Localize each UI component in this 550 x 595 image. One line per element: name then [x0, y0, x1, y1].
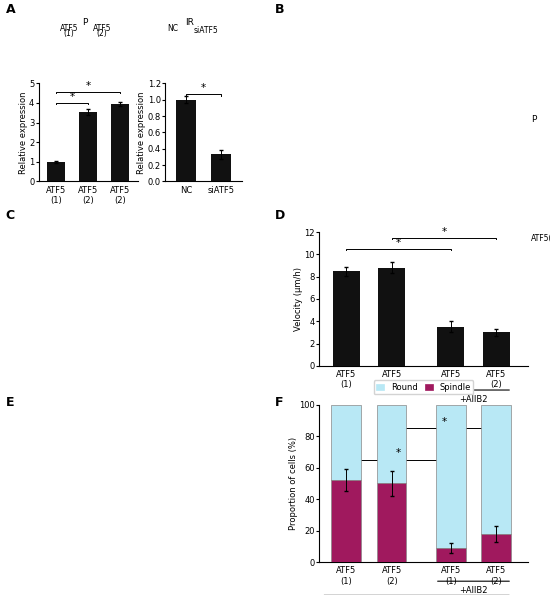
Text: P: P [531, 114, 536, 124]
Text: ATF5: ATF5 [59, 24, 78, 33]
Text: C: C [6, 209, 15, 223]
Text: *: * [396, 448, 401, 458]
Bar [482, 333, 510, 366]
Bar [79, 112, 97, 181]
Text: E: E [6, 396, 14, 409]
Bar [332, 405, 361, 480]
Bar [377, 483, 406, 562]
Y-axis label: Relative expression: Relative expression [137, 91, 146, 174]
Bar [436, 405, 465, 548]
Text: *: * [85, 81, 91, 91]
Bar [481, 534, 511, 562]
Bar [378, 268, 405, 366]
Text: +AllB2: +AllB2 [459, 395, 488, 405]
Text: *: * [442, 416, 447, 427]
Bar [177, 99, 196, 181]
Text: (1): (1) [63, 29, 74, 37]
Bar [332, 480, 361, 562]
Bar [436, 548, 465, 562]
Text: P: P [82, 18, 88, 27]
Text: IR: IR [185, 18, 194, 27]
Bar [437, 327, 464, 366]
Text: ATF5(1): ATF5(1) [531, 233, 550, 243]
Text: (2): (2) [96, 29, 107, 37]
Text: *: * [396, 237, 401, 248]
Bar [211, 155, 230, 181]
Text: *: * [442, 227, 447, 237]
Bar [47, 162, 65, 181]
Y-axis label: Velocity (μm/h): Velocity (μm/h) [294, 267, 303, 331]
Y-axis label: Proportion of cells (%): Proportion of cells (%) [289, 437, 298, 530]
Text: F: F [275, 396, 283, 409]
Text: *: * [69, 92, 75, 102]
Text: D: D [275, 209, 285, 223]
Text: ATF5: ATF5 [92, 24, 111, 33]
Text: A: A [6, 3, 15, 16]
Text: B: B [275, 3, 284, 16]
Legend: Round, Spindle: Round, Spindle [373, 380, 474, 394]
Text: *: * [201, 83, 206, 93]
Y-axis label: Relative expression: Relative expression [19, 91, 28, 174]
Bar [377, 405, 406, 483]
Bar [481, 405, 511, 534]
Text: +AllB2: +AllB2 [459, 586, 488, 595]
Text: P: P [412, 415, 417, 424]
Text: NC: NC [168, 24, 179, 33]
Bar [111, 104, 129, 181]
Text: siATF5: siATF5 [194, 26, 219, 35]
Bar [333, 271, 360, 366]
